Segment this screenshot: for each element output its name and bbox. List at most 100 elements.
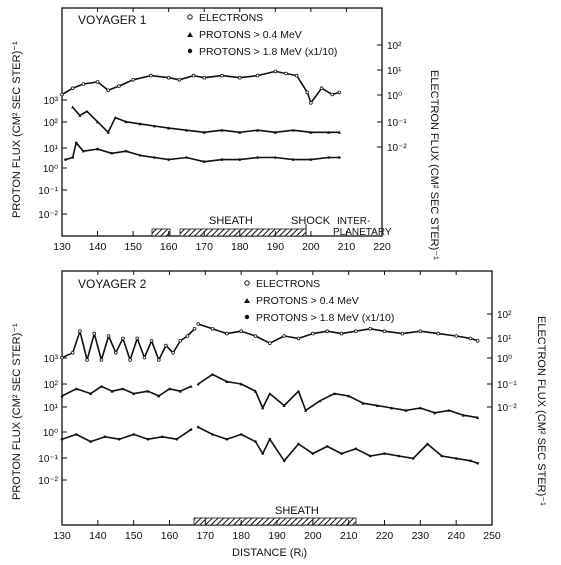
v1-series-2-point xyxy=(238,158,242,161)
v1-ytick-left-label: 10⁻¹ xyxy=(38,186,58,197)
v2-series-2-point xyxy=(132,433,135,436)
v2-series-0-point xyxy=(156,358,161,362)
v2-series-1-point xyxy=(332,392,336,395)
v2-series-2-point xyxy=(146,437,150,441)
v1-series-0-point xyxy=(294,73,299,78)
v1-series-1-point xyxy=(337,130,341,134)
v2-series-1-point xyxy=(99,384,104,388)
v2-legend-p04: PROTONS > 0.4 MeV xyxy=(256,295,359,307)
v1-series-2-point xyxy=(74,141,78,145)
v1-series-2-point xyxy=(327,156,330,159)
v2-ytick-right-label: 10² xyxy=(497,310,512,321)
v2-series-2-point xyxy=(103,435,107,439)
v2-series-1-point xyxy=(418,406,422,410)
v2-legend-marker-p18 xyxy=(244,314,250,320)
v1-series-2-point xyxy=(185,156,188,159)
v2-xtick-label: 220 xyxy=(376,530,394,542)
v1-series-0-point xyxy=(220,73,224,78)
v2-series-1-point xyxy=(60,394,64,398)
v2-series-2-point xyxy=(311,452,315,455)
v1-ytick-right-label: 10⁻² xyxy=(387,143,407,154)
v1-label-sheath: SHEATH xyxy=(209,215,253,227)
v1-ylabel-right: ELECTRON FLUX (CM² SEC STER)⁻¹ xyxy=(428,70,440,260)
v2-series-0-point xyxy=(128,358,132,362)
v2-series-1-point xyxy=(157,394,161,398)
v1-series-1-point xyxy=(220,128,224,132)
v1-series-0-point xyxy=(149,73,153,78)
v1-series-1-point xyxy=(273,130,277,134)
v2-series-2-point xyxy=(60,437,64,441)
v1-series-1-point xyxy=(95,120,100,124)
v2-series-0-point xyxy=(113,350,118,355)
v2-series-2-point xyxy=(282,459,286,463)
voyager1-panel: VOYAGER 1 ELECTRONS PROTONS > 0.4 MeV PR… xyxy=(11,7,440,260)
v2-legend-marker-p04 xyxy=(244,298,250,303)
v2-series-0-point xyxy=(192,326,197,331)
v1-ytick-left-label: 10⁰ xyxy=(43,164,58,175)
v1-series-2-point xyxy=(124,149,128,153)
v1-ytick-left-label: 10² xyxy=(44,118,59,129)
v1-xtick-label: 200 xyxy=(302,241,320,253)
v1-xtick-label: 220 xyxy=(373,241,391,253)
v2-series-2-point xyxy=(440,454,444,458)
v2-ytick-right-label: 10⁻² xyxy=(497,403,517,414)
v1-legend-marker-electrons xyxy=(187,14,193,20)
v1-series-2-point xyxy=(256,156,259,159)
v1-series-1-point xyxy=(238,130,242,134)
v1-series-1-point xyxy=(291,128,295,132)
v2-series-1-point xyxy=(261,406,265,410)
v1-plot-frame xyxy=(61,7,383,237)
v2-series-0-point xyxy=(475,338,480,343)
v1-series-2-point xyxy=(274,156,277,159)
v2-series-0-point xyxy=(296,336,301,341)
v2-ytick-left-label: 10⁰ xyxy=(43,428,58,439)
v2-series-1-point xyxy=(375,404,379,407)
v1-ytick-right-label: 10² xyxy=(387,41,402,52)
v2-xtick-label: 230 xyxy=(412,530,430,542)
v1-xtick-label: 130 xyxy=(53,241,71,253)
v1-xtick-label: 210 xyxy=(338,241,356,253)
v2-series-1-point xyxy=(74,387,78,391)
v1-legend-p04: PROTONS > 0.4 MeV xyxy=(199,29,302,41)
v1-legend-marker-p04 xyxy=(187,32,193,37)
v1-series-0-point xyxy=(106,88,111,93)
v2-series-2-point xyxy=(161,435,164,439)
v2-legend-p18: PROTONS > 1.8 MeV (x1/10) xyxy=(256,312,394,324)
v1-ytick-left-label: 10³ xyxy=(44,96,59,107)
v1-series-2-point xyxy=(153,156,156,159)
v2-series-1-point xyxy=(110,389,114,393)
v2-series-1-point xyxy=(476,416,480,419)
v1-series-0-point xyxy=(117,84,121,88)
v1-series-0-point xyxy=(191,73,196,78)
v2-xtick-label: 130 xyxy=(53,530,71,542)
v2-xtick-label: 240 xyxy=(447,530,465,542)
v1-series-1-point xyxy=(327,130,331,134)
v2-series-2-line xyxy=(61,426,478,464)
v2-series-0-point xyxy=(92,331,97,336)
v2-series-0-point xyxy=(339,331,344,336)
v2-series-2-point xyxy=(454,457,458,460)
v1-series-0-point xyxy=(337,90,342,95)
voyager2-panel: VOYAGER 2 ELECTRONS PROTONS > 0.4 MeV PR… xyxy=(11,270,547,559)
v2-series-2-point xyxy=(261,452,264,455)
v2-series-0-point xyxy=(253,334,258,338)
v1-legend-marker-p18 xyxy=(187,48,193,54)
v2-series-0-point xyxy=(400,331,405,336)
v2-series-1-point xyxy=(253,389,258,393)
v2-series-2-point xyxy=(340,452,343,455)
v2-series-0-point xyxy=(60,355,64,360)
v2-series-1-point xyxy=(304,408,308,412)
v2-series-0-point xyxy=(78,329,82,334)
v2-series-0-point xyxy=(142,355,147,360)
v1-legend: ELECTRONS PROTONS > 0.4 MeV PROTONS > 1.… xyxy=(187,12,337,58)
v2-series-0-point xyxy=(382,329,387,334)
v1-ytick-left-label: 10¹ xyxy=(44,144,59,155)
v2-series-1-point xyxy=(239,382,243,386)
v2-xtick-label: 160 xyxy=(161,530,179,542)
v2-xtick-label: 190 xyxy=(268,530,286,542)
v2-xtick-label: 180 xyxy=(232,530,250,542)
v2-ytick-left-label: 10² xyxy=(44,380,59,391)
v1-series-2-point xyxy=(96,147,99,151)
v2-series-1-point xyxy=(296,389,301,393)
v1-series-0-point xyxy=(131,78,135,82)
